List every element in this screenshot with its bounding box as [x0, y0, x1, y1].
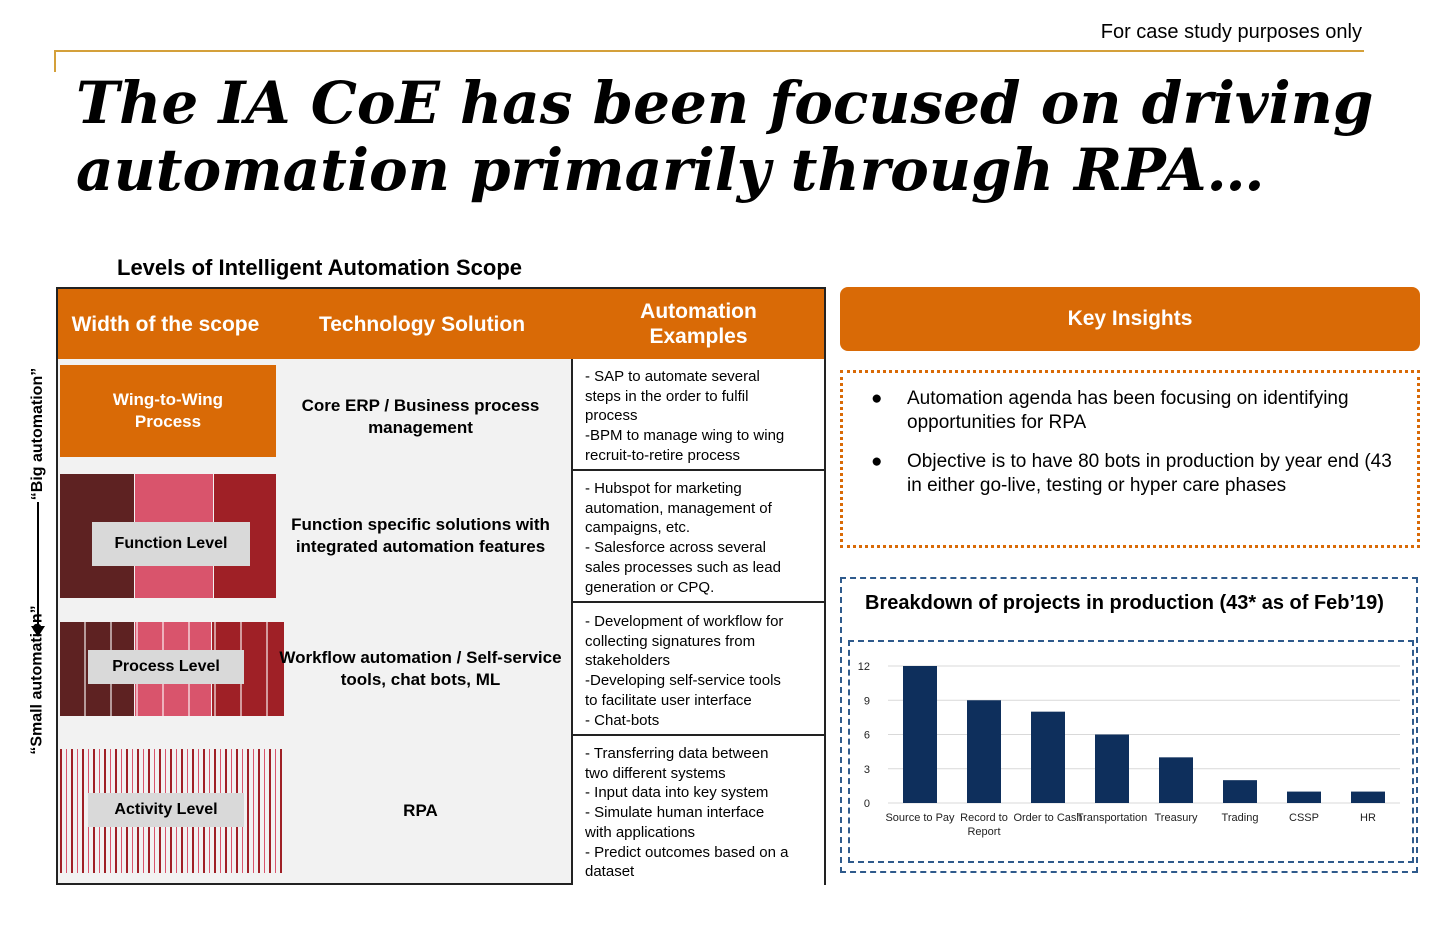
x-tick-label: Order to Cash	[1013, 812, 1082, 824]
axis-line	[37, 502, 39, 628]
y-tick-label: 0	[864, 798, 870, 810]
x-tick-label: HR	[1360, 812, 1376, 824]
tech-process: Workflow automation / Self-service tools…	[279, 647, 562, 689]
tech-activity: RPA	[403, 800, 438, 820]
wing-to-wing-graphic: Wing-to-Wing Process	[60, 365, 276, 457]
x-tick-label: Record to Report	[960, 812, 1008, 838]
examples-column-bg	[573, 359, 824, 885]
automation-axis: “Big automation” “Small automation”	[26, 360, 50, 800]
bar	[1287, 791, 1321, 803]
function-level-graphic: Function Level	[60, 474, 276, 598]
x-tick-label: Transportation	[1077, 812, 1148, 824]
examples-process: - Development of workflow for collecting…	[585, 613, 784, 729]
bar	[1223, 780, 1257, 803]
insight-text-2: Objective is to have 80 bots in producti…	[907, 451, 1392, 496]
row-divider-3	[571, 734, 824, 736]
examples-function: - Hubspot for marketing automation, mana…	[585, 480, 781, 596]
header-automation-examples: Automation Examples	[640, 300, 757, 348]
bullet-dot-icon: ●	[871, 388, 883, 409]
tech-function: Function specific solutions with integra…	[291, 515, 550, 556]
tech-wing-to-wing: Core ERP / Business process management	[301, 396, 540, 437]
x-tick-label: Treasury	[1155, 812, 1198, 824]
breakdown-panel	[840, 577, 1418, 873]
table-header: Width of the scope Technology Solution A…	[58, 289, 824, 359]
page-title: The IA CoE has been focused on driving a…	[76, 70, 1376, 204]
axis-arrow-icon	[31, 626, 45, 637]
breakdown-title: Breakdown of projects in production (43*…	[865, 592, 1384, 614]
x-tick-label: Source to Pay	[885, 812, 955, 824]
y-tick-label: 3	[864, 764, 870, 776]
level-label-process: Process Level	[88, 650, 244, 684]
examples-wing-to-wing: - SAP to automate several steps in the o…	[585, 368, 785, 464]
axis-bottom-label: “Small automation”	[28, 605, 46, 755]
bar	[1095, 734, 1129, 803]
column-divider	[571, 359, 573, 885]
header-technology-solution: Technology Solution	[318, 312, 526, 336]
header-rule	[54, 50, 1364, 52]
x-tick-label: Trading	[1222, 812, 1259, 824]
disclaimer-text: For case study purposes only	[1100, 21, 1362, 43]
page-title-line-1: The IA CoE has been focused on driving	[76, 69, 1374, 137]
level-label-function: Function Level	[92, 522, 250, 566]
breakdown-bar-chart: 0 3 6 9 12 Source to Pay Record to Report Order …	[858, 661, 1400, 838]
key-insights-box: ● Automation agenda has been focusing on…	[840, 370, 1420, 548]
scope-table: Width of the scope Technology Solution A…	[56, 287, 826, 885]
level-label-wing-to-wing: Wing-to-Wing Process	[112, 390, 224, 431]
row-divider-1	[571, 469, 824, 471]
axis-top-label: “Big automation”	[29, 367, 46, 501]
insight-text-1: Automation agenda has been focusing on i…	[907, 388, 1349, 433]
header-width-of-scope: Width of the scope	[71, 312, 260, 336]
examples-activity: - Transferring data between two differen…	[585, 745, 789, 881]
bar	[1351, 791, 1385, 803]
page-title-line-2: automation primarily through RPA…	[76, 136, 1265, 204]
y-tick-label: 9	[864, 695, 870, 707]
level-label-activity: Activity Level	[88, 793, 244, 827]
scope-section-title: Levels of Intelligent Automation Scope	[117, 255, 523, 280]
bar	[967, 700, 1001, 803]
row-divider-2	[571, 601, 824, 603]
key-insights-header: Key Insights	[840, 287, 1420, 351]
activity-level-graphic: Activity Level	[60, 749, 284, 873]
bullet-dot-icon: ●	[871, 451, 883, 472]
bar	[1031, 711, 1065, 803]
bar	[903, 666, 937, 803]
x-tick-label: CSSP	[1289, 812, 1319, 824]
y-tick-label: 6	[864, 730, 870, 742]
process-level-graphic: Process Level	[60, 622, 284, 716]
breakdown-chart-frame	[848, 640, 1414, 863]
header-rule-tick	[54, 50, 56, 72]
bar	[1159, 757, 1193, 803]
y-tick-label: 12	[858, 661, 870, 673]
